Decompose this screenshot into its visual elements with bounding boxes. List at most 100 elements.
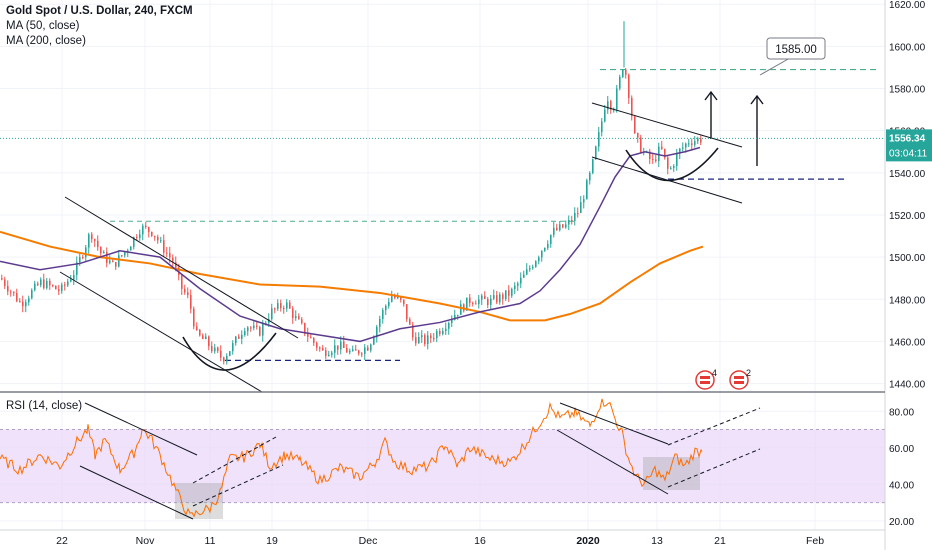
candle-body	[187, 292, 189, 296]
candle-body	[274, 308, 276, 310]
candle-body	[298, 316, 300, 320]
legend-rsi: RSI (14, close)	[6, 400, 83, 412]
candle-body	[517, 283, 519, 286]
candle-body	[292, 308, 294, 318]
callout-box	[766, 37, 826, 60]
candle-body	[43, 279, 45, 289]
candle-body	[385, 305, 387, 311]
target-callout[interactable]: 1585.00	[766, 37, 826, 60]
candle-body	[220, 350, 222, 358]
candle-body	[691, 143, 693, 145]
candle-body	[322, 348, 324, 351]
candle-body	[103, 251, 105, 254]
candle-body	[577, 213, 579, 215]
candle-body	[91, 234, 93, 240]
candle-body	[232, 343, 234, 352]
time-tick-label: Nov	[136, 535, 155, 547]
rsi-line	[0, 398, 703, 518]
price-tick-label: 1460.00	[889, 337, 926, 348]
candle-body	[634, 116, 636, 134]
candle-body	[670, 167, 672, 169]
candle-body	[541, 250, 543, 258]
candle-body	[511, 288, 513, 296]
candle-body	[442, 330, 444, 334]
candle-body	[211, 346, 213, 352]
candle-body	[70, 279, 72, 282]
candle-body	[346, 347, 348, 353]
candle-body	[253, 325, 255, 328]
callout-pointer	[759, 57, 791, 76]
candle-body	[619, 76, 621, 89]
candle-body	[637, 133, 639, 138]
candle-body	[394, 296, 396, 298]
candle-body	[88, 234, 90, 248]
candle-body	[22, 301, 24, 307]
candle-body	[34, 283, 36, 291]
candle-body	[247, 327, 249, 332]
candle-body	[628, 74, 630, 98]
event-badge-icon	[695, 370, 715, 390]
candle-body	[481, 295, 483, 300]
candle-body	[319, 347, 321, 349]
callout-text: 1585.00	[775, 44, 817, 56]
candles	[1, 21, 702, 365]
trend-drawings	[59, 57, 791, 520]
legend-ma200: MA (200, close)	[6, 35, 86, 47]
candle-body	[568, 220, 570, 225]
candle-body	[301, 319, 303, 324]
candle-body	[505, 290, 507, 299]
candle-body	[421, 335, 423, 338]
candle-body	[142, 225, 144, 235]
candle-body	[460, 304, 462, 315]
candle-body	[271, 308, 273, 320]
legend-ma50: MA (50, close)	[6, 20, 80, 32]
time-tick-label: 16	[474, 535, 486, 547]
candle-body	[523, 274, 525, 278]
candle-body	[586, 180, 588, 200]
candle-body	[430, 335, 432, 339]
event-badge-count: 4	[712, 368, 717, 378]
candle-body	[580, 202, 582, 214]
up-arrow-head	[704, 90, 718, 101]
candle-body	[427, 335, 429, 344]
candle-body	[46, 280, 48, 289]
candle-body	[163, 240, 165, 253]
candle-body	[451, 319, 453, 323]
candle-body	[52, 285, 54, 287]
rsi-trend-line	[559, 402, 669, 445]
event-badge-flag	[734, 381, 744, 384]
candle-body	[499, 294, 501, 303]
candle-body	[196, 326, 198, 330]
candle-body	[547, 244, 549, 248]
rsi-tick-label: 60.00	[889, 444, 914, 455]
channel-line	[591, 102, 743, 148]
price-tag: 1556.34 03:04:11	[886, 129, 932, 162]
candle-body	[433, 338, 435, 340]
candle-body	[316, 342, 318, 348]
candle-body	[382, 310, 384, 320]
legend-title: Gold Spot / U.S. Dollar, 240, FXCM	[6, 5, 193, 17]
candle-body	[277, 303, 279, 309]
candle-body	[175, 262, 177, 268]
candle-body	[598, 132, 600, 147]
time-tick-label: Feb	[806, 535, 824, 547]
rsi-trend-line	[79, 465, 194, 520]
candle-body	[424, 335, 426, 344]
candle-body	[238, 336, 240, 339]
candle-body	[37, 283, 39, 286]
candle-body	[250, 327, 252, 329]
rsi-tick-label: 40.00	[889, 480, 914, 491]
candle-body	[640, 137, 642, 153]
candle-body	[367, 347, 369, 351]
candle-body	[25, 302, 27, 307]
candle-body	[694, 141, 696, 145]
candle-body	[550, 234, 552, 245]
candle-body	[4, 279, 6, 286]
ma50-line	[0, 146, 701, 343]
candle-body	[67, 281, 69, 286]
candle-body	[502, 294, 504, 299]
candle-body	[295, 316, 297, 318]
candle-body	[412, 324, 414, 338]
